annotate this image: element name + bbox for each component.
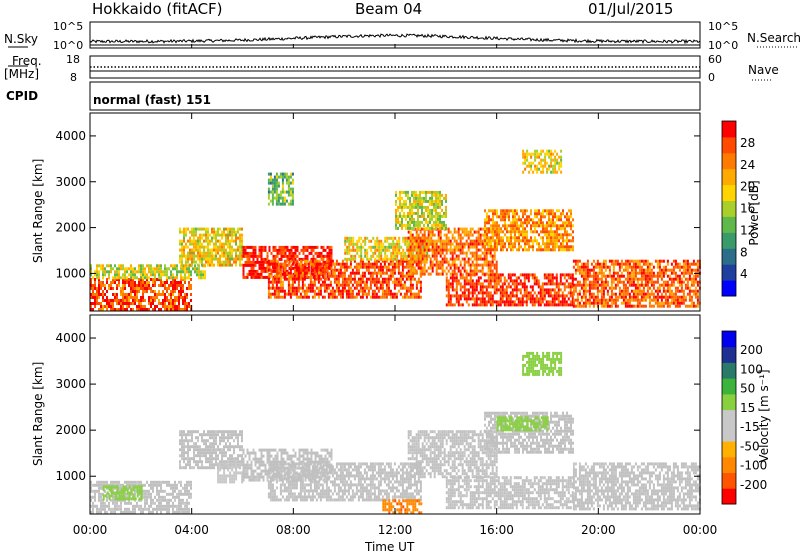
velocity-colorbar-tick-label: 50 bbox=[740, 382, 755, 396]
velocity-colorbar-tick-label: -15 bbox=[740, 420, 760, 434]
station-title: Hokkaido (fitACF) bbox=[92, 0, 223, 18]
velocity-colorbar-tick-label: 200 bbox=[740, 343, 763, 357]
nsky-tick-bottom: 10^0 bbox=[53, 39, 84, 52]
x-tick-label: 04:00 bbox=[174, 523, 209, 537]
power-colorbar-swatch bbox=[722, 280, 736, 297]
power-ytick-label: 1000 bbox=[55, 266, 86, 280]
power-colorbar-swatch bbox=[722, 184, 736, 201]
velocity-colorbar-tick-label: -50 bbox=[740, 439, 760, 453]
x-tick-label: 00:00 bbox=[73, 523, 108, 537]
velocity-colorbar-swatch bbox=[722, 331, 736, 348]
velocity-ytick-label: 4000 bbox=[55, 331, 86, 345]
nave-tick-bottom: 0 bbox=[708, 71, 715, 84]
velocity-colorbar-tick-label: -200 bbox=[740, 478, 767, 492]
velocity-colorbar-tick-label: -100 bbox=[740, 459, 767, 473]
velocity-ytick-label: 1000 bbox=[55, 469, 86, 483]
x-tick-label: 00:00 bbox=[683, 523, 718, 537]
velocity-colorbar-swatch bbox=[722, 488, 736, 505]
power-colorbar-swatch bbox=[722, 216, 736, 233]
nsearch-tick-top: 10^5 bbox=[708, 20, 739, 33]
nsearch-tick-bottom: 10^0 bbox=[708, 39, 739, 52]
freq-label: Freq. bbox=[12, 54, 42, 68]
power-colorbar-tick-label: 16 bbox=[740, 202, 755, 216]
velocity-colorbar-swatch bbox=[722, 441, 736, 458]
x-tick-label: 12:00 bbox=[378, 523, 413, 537]
power-colorbar-swatch bbox=[722, 121, 736, 138]
power-colorbar-tick-label: 8 bbox=[740, 245, 748, 259]
velocity-colorbar-swatch bbox=[722, 409, 736, 426]
power-colorbar-tick-label: 20 bbox=[740, 180, 755, 194]
date-title: 01/Jul/2015 bbox=[588, 0, 674, 18]
power-colorbar-swatch bbox=[722, 248, 736, 265]
x-tick-label: 20:00 bbox=[581, 523, 616, 537]
velocity-colorbar-swatch bbox=[722, 346, 736, 363]
power-colorbar-tick-label: 12 bbox=[740, 223, 755, 237]
nave-tick-top: 60 bbox=[708, 53, 722, 66]
velocity-colorbar-swatch bbox=[722, 472, 736, 489]
power-colorbar-tick-label: 4 bbox=[740, 267, 748, 281]
power-cells bbox=[90, 149, 701, 311]
velocity-colorbar-frame bbox=[721, 330, 737, 505]
power-colorbar-swatch bbox=[722, 168, 736, 186]
cpid-value: normal (fast) 151 bbox=[93, 93, 211, 107]
nsky-series bbox=[89, 33, 701, 45]
power-ytick-label: 2000 bbox=[55, 221, 86, 235]
velocity-colorbar-swatch bbox=[722, 362, 736, 379]
power-colorbar-swatch bbox=[722, 136, 736, 154]
x-tick-label: 08:00 bbox=[276, 523, 311, 537]
velocity-colorbar-swatch bbox=[722, 378, 736, 395]
power-colorbar-tick-label: 28 bbox=[740, 136, 755, 150]
freq-tick-bottom: 8 bbox=[70, 71, 77, 84]
x-axis-title: Time UT bbox=[365, 540, 415, 554]
velocity-ytick-label: 2000 bbox=[55, 423, 86, 437]
power-colorbar-tick-label: 24 bbox=[740, 158, 755, 172]
power-ytick-label: 4000 bbox=[55, 129, 86, 143]
velocity-colorbar-tick-label: 100 bbox=[740, 362, 763, 376]
cpid-strip-frame bbox=[89, 81, 701, 111]
cpid-label: CPID bbox=[6, 89, 39, 103]
velocity-colorbar-swatch bbox=[722, 456, 736, 473]
velocity-cells bbox=[90, 351, 701, 515]
nsearch-label: N.Search bbox=[747, 31, 800, 45]
nsky-tick-top: 10^5 bbox=[53, 20, 84, 33]
power-colorbar-swatch bbox=[722, 264, 736, 281]
nave-label: Nave bbox=[748, 63, 779, 77]
freq-unit: [MHz] bbox=[4, 67, 40, 81]
nsky-label: N.Sky bbox=[4, 32, 39, 46]
velocity-colorbar-tick-label: 15 bbox=[740, 401, 755, 415]
power-colorbar-swatch bbox=[722, 152, 736, 170]
velocity-colorbar-swatch bbox=[722, 393, 736, 411]
power-colorbar-swatch bbox=[722, 200, 736, 217]
freq-tick-top: 18 bbox=[66, 53, 80, 66]
velocity-ytick-label: 3000 bbox=[55, 377, 86, 391]
power-colorbar-swatch bbox=[722, 232, 736, 249]
x-tick-label: 16:00 bbox=[479, 523, 514, 537]
power-colorbar-frame bbox=[721, 120, 737, 297]
beam-title: Beam 04 bbox=[355, 0, 423, 18]
velocity-colorbar-swatch bbox=[722, 425, 736, 442]
power-ytick-label: 3000 bbox=[55, 175, 86, 189]
